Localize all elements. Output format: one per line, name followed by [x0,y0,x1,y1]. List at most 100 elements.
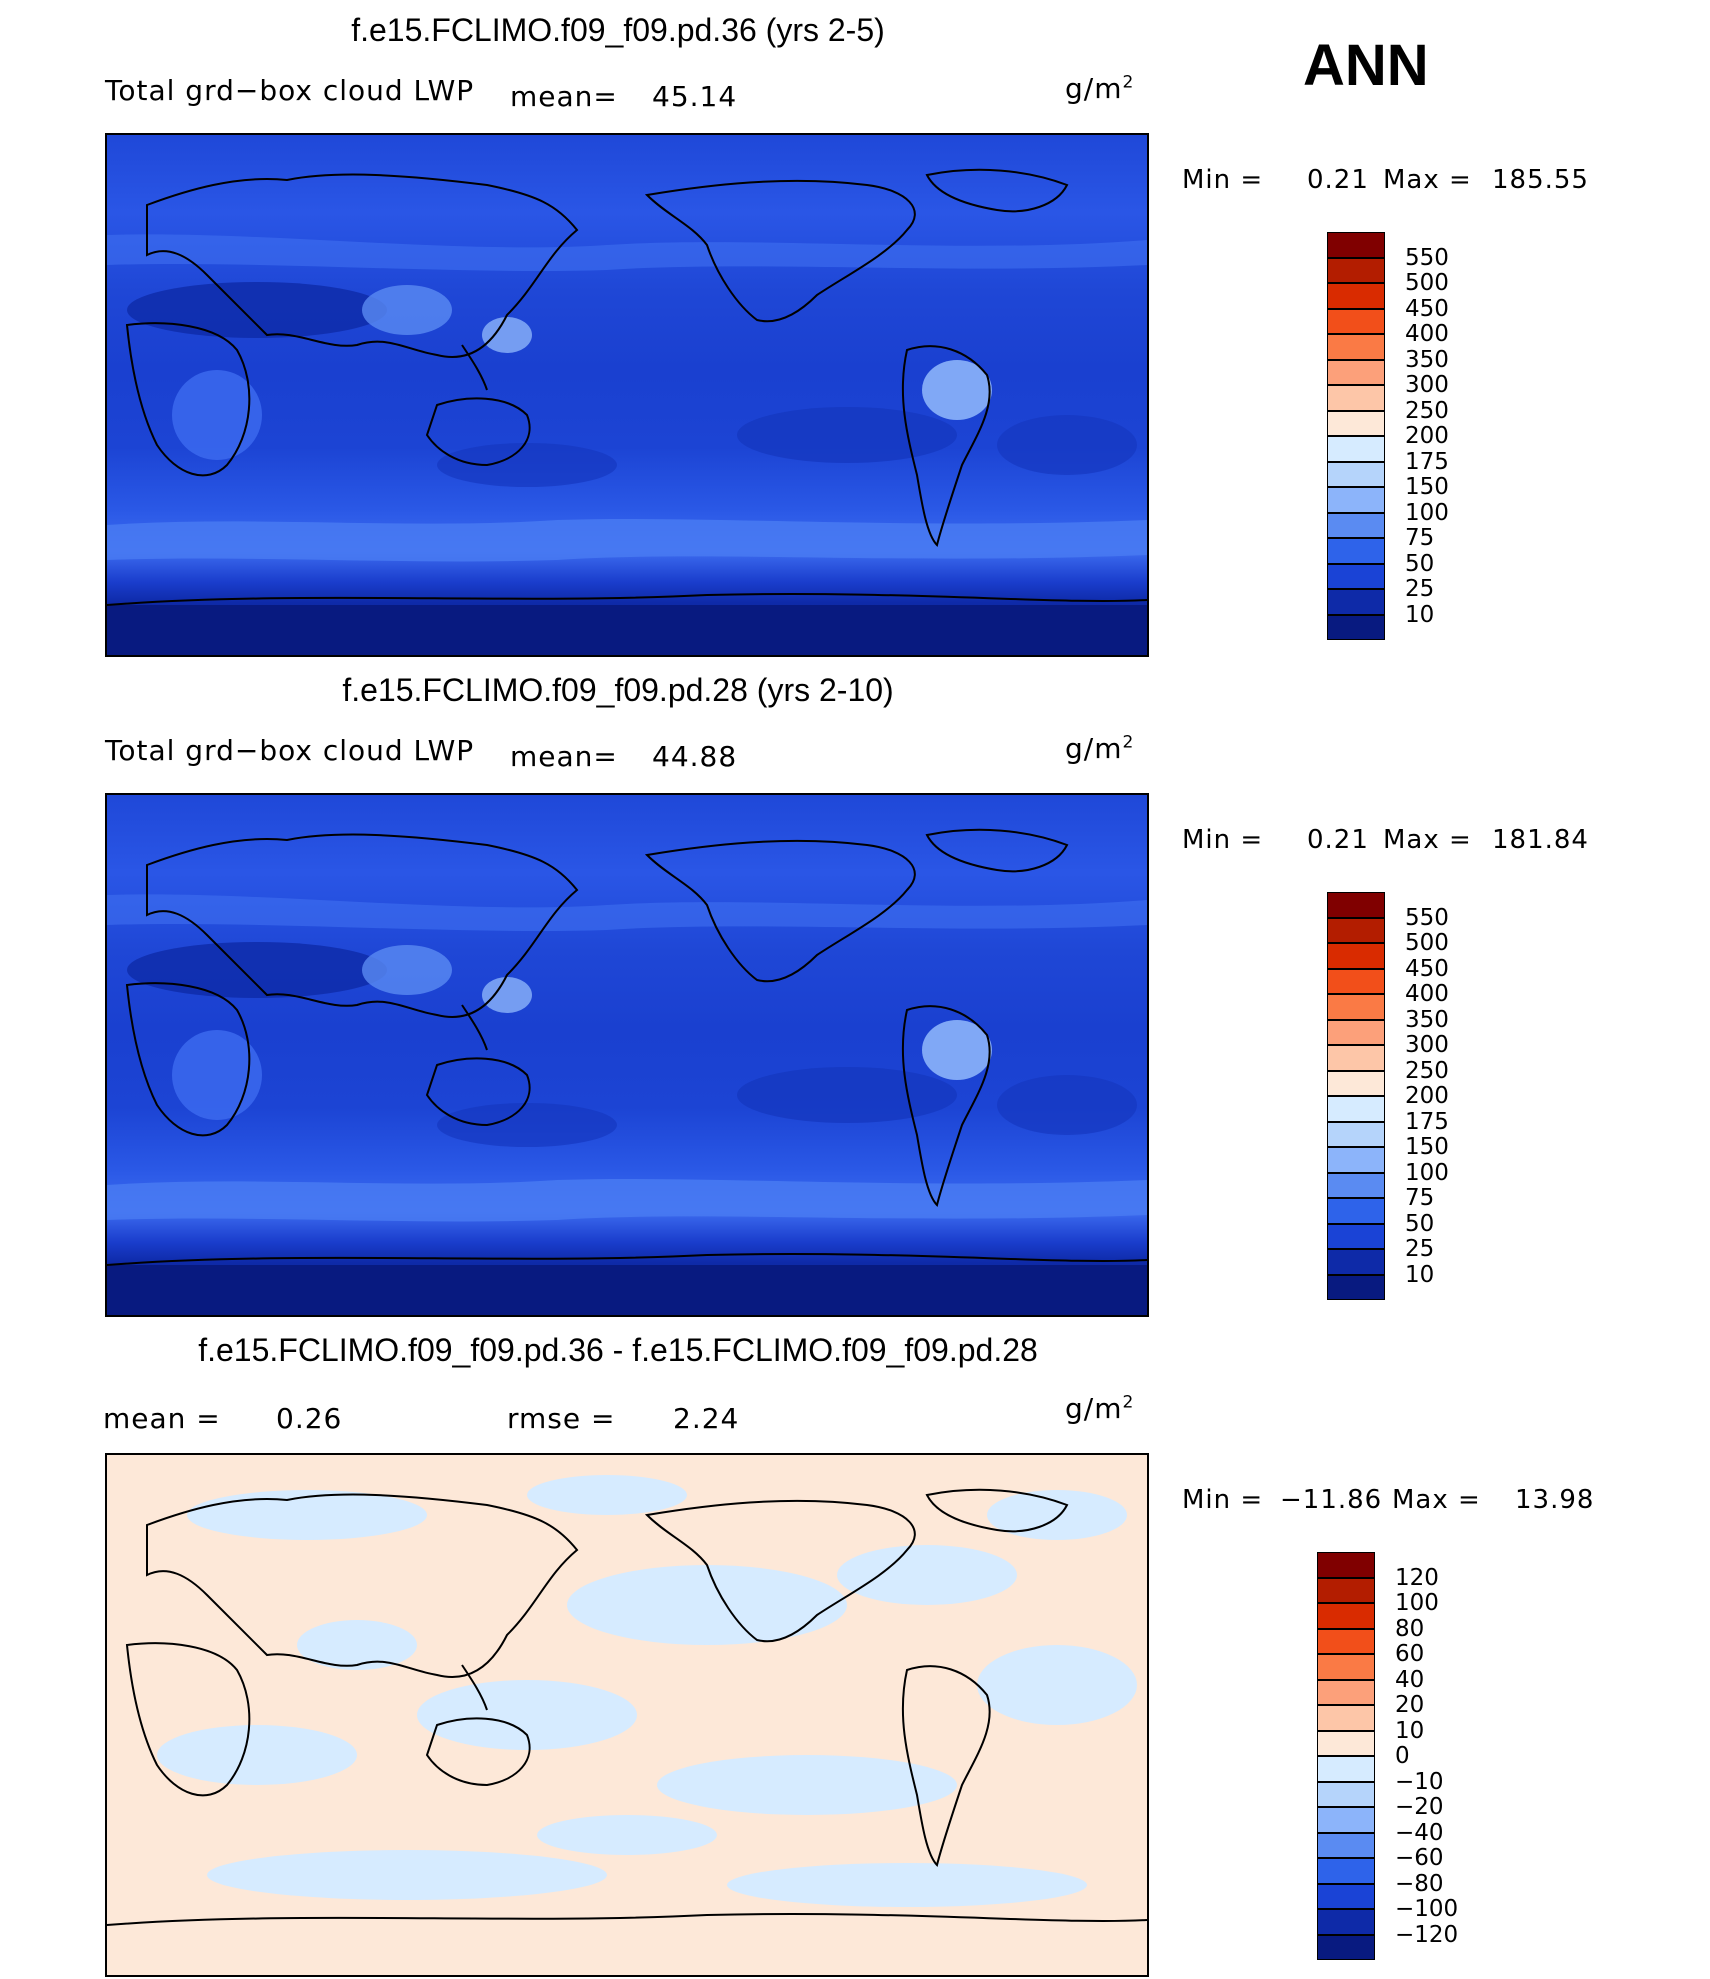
colorbar-label: 150 [1405,1134,1449,1160]
colorbar-swatch [1327,1147,1385,1173]
colorbar-label: 200 [1405,423,1449,449]
panel3-min-label: Min = [1182,1485,1264,1515]
panel3-mean-value: 0.26 [276,1402,343,1435]
colorbar-label: −10 [1395,1768,1444,1795]
colorbar-label: 75 [1405,1185,1435,1211]
colorbar-swatch [1317,1756,1375,1782]
colorbar-swatch [1327,943,1385,969]
colorbar-swatch [1317,1883,1375,1909]
colorbar-swatch [1317,1705,1375,1731]
colorbar-label: 10 [1405,601,1435,628]
colorbar-swatch [1317,1807,1375,1833]
colorbar-swatch [1327,589,1385,615]
colorbar-label: 175 [1405,1108,1449,1135]
panel2-max-value: 181.84 [1492,825,1589,855]
colorbar-swatch [1317,1781,1375,1807]
colorbar-swatch [1327,614,1385,640]
colorbar-label: −20 [1395,1794,1444,1820]
colorbar-label: 10 [1405,1261,1435,1288]
colorbar-swatch [1327,1223,1385,1249]
colorbar-label: 250 [1405,397,1449,424]
colorbar-label: 100 [1405,499,1449,526]
colorbar-label: 250 [1405,1057,1449,1084]
panel3-rmse-label: rmse = [507,1402,616,1435]
season-label: ANN [1303,33,1429,98]
panel1-units: g/m2 [1065,72,1135,105]
colorbar-label: 350 [1405,1006,1449,1033]
panel2-variable: Total grd−box cloud LWP [105,734,475,767]
colorbar-swatch [1327,1121,1385,1147]
colorbar-label: 40 [1395,1666,1425,1693]
panel3-map [105,1453,1149,1977]
colorbar-swatch [1317,1628,1375,1654]
panel2-map [105,793,1149,1317]
colorbar-label: 100 [1405,1159,1449,1186]
panel3-rmse-value: 2.24 [673,1402,740,1435]
colorbar-swatch [1327,1172,1385,1198]
colorbar-swatch [1327,994,1385,1020]
panel2-min-label: Min = [1182,825,1264,855]
panel3-max-value: 13.98 [1515,1485,1595,1515]
colorbar-label: −80 [1395,1870,1444,1897]
colorbar-swatch [1327,538,1385,564]
colorbar-swatch [1327,968,1385,994]
colorbar-label: 450 [1405,955,1449,982]
colorbar-swatch [1327,1045,1385,1071]
colorbar-swatch [1327,436,1385,462]
colorbar-swatch [1327,892,1385,918]
colorbar-label: 100 [1395,1590,1439,1616]
panel1-title: f.e15.FCLIMO.f09_f09.pd.36 (yrs 2-5) [351,12,885,48]
panel3-title: f.e15.FCLIMO.f09_f09.pd.36 - f.e15.FCLIM… [198,1332,1038,1368]
colorbar-swatch [1327,334,1385,360]
panel3-units: g/m2 [1065,1392,1135,1425]
panel1-max-label: Max = [1383,165,1472,195]
colorbar-swatch [1327,461,1385,487]
colorbar-swatch [1327,232,1385,258]
colorbar-label: 25 [1405,576,1435,602]
colorbar-label: 150 [1405,474,1449,500]
colorbar-swatch [1317,1832,1375,1858]
colorbar-label: −40 [1395,1819,1444,1846]
colorbar-label: 550 [1405,244,1449,271]
panel1-mean-label: mean= [510,80,618,113]
colorbar-swatch [1327,410,1385,436]
colorbar-label: 50 [1405,550,1435,577]
colorbar-label: 300 [1405,1032,1449,1058]
colorbar-swatch [1327,563,1385,589]
colorbar-swatch [1317,1603,1375,1629]
colorbar-swatch [1317,1552,1375,1578]
colorbar-label: 175 [1405,448,1449,475]
colorbar-label: 200 [1405,1083,1449,1109]
colorbar-swatch [1327,257,1385,283]
colorbar-swatch [1317,1654,1375,1680]
panel1-variable: Total grd−box cloud LWP [105,74,475,107]
colorbar-label: 10 [1395,1717,1425,1744]
colorbar-label: 20 [1395,1692,1425,1718]
colorbar-label: 50 [1405,1210,1435,1237]
colorbar-swatch [1327,283,1385,309]
colorbar-swatch [1327,1019,1385,1045]
colorbar-label: 25 [1405,1236,1435,1262]
colorbar-swatch [1327,1274,1385,1300]
panel2-max-label: Max = [1383,825,1472,855]
colorbar-swatch [1327,1070,1385,1096]
colorbar-label: 120 [1395,1564,1439,1591]
colorbar-label: 450 [1405,295,1449,322]
panel3-max-label: Max = [1392,1485,1481,1515]
panel2-min-value: 0.21 [1307,825,1369,855]
panel2-mean-label: mean= [510,740,618,773]
colorbar-label: 0 [1395,1743,1410,1769]
colorbar-swatch [1317,1858,1375,1884]
panel2-colorbar: 550 500 450 400 350 300 250 200 175 150 100 75 50 25 1… [1327,892,1449,1300]
colorbar-label: 500 [1405,930,1449,956]
panel3-colorbar: 120 100 80 60 40 20 10 0 −10 −20 −40 −60 −80 −100 −120 [1317,1552,1458,1960]
colorbar-swatch [1317,1909,1375,1935]
panel3-min-value: −11.86 [1280,1485,1383,1515]
colorbar-label: −100 [1395,1896,1459,1922]
panel1-map [105,133,1149,657]
colorbar-label: 500 [1405,270,1449,296]
colorbar-label: 300 [1405,372,1449,398]
colorbar-label: 550 [1405,904,1449,931]
colorbar-label: 75 [1405,525,1435,551]
colorbar-swatch [1327,512,1385,538]
